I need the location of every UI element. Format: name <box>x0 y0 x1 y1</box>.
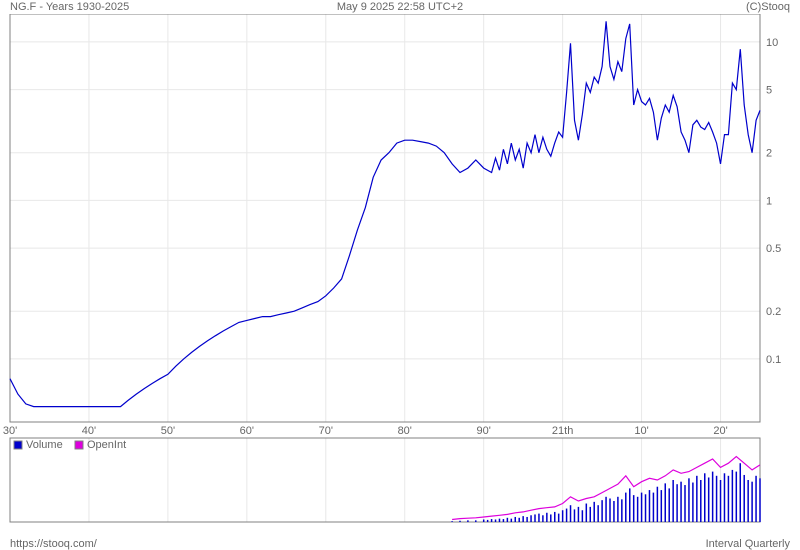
legend-swatch <box>14 441 22 449</box>
y-tick-label: 2 <box>766 148 772 160</box>
x-tick-label: 40' <box>82 425 96 437</box>
x-tick-label: 60' <box>240 425 254 437</box>
x-tick-label: 30' <box>3 425 17 437</box>
footer-left: https://stooq.com/ <box>10 538 97 550</box>
x-tick-label: 70' <box>319 425 333 437</box>
x-tick-label: 10' <box>634 425 648 437</box>
x-tick-label: 50' <box>161 425 175 437</box>
x-tick-label: 80' <box>398 425 412 437</box>
y-tick-label: 0.2 <box>766 306 781 318</box>
legend-label: OpenInt <box>87 439 126 451</box>
header-right: (C)Stooq <box>746 1 790 13</box>
y-tick-label: 1 <box>766 195 772 207</box>
x-tick-label: 20' <box>713 425 727 437</box>
y-tick-label: 0.5 <box>766 243 781 255</box>
x-tick-label: 21th <box>552 425 573 437</box>
footer-right: Interval Quarterly <box>706 538 790 550</box>
header-center: May 9 2025 22:58 UTC+2 <box>0 1 800 13</box>
y-tick-label: 10 <box>766 37 778 49</box>
price-line <box>10 21 760 406</box>
x-tick-label: 90' <box>477 425 491 437</box>
y-tick-label: 0.1 <box>766 354 781 366</box>
y-tick-label: 5 <box>766 85 772 97</box>
stock-chart: NG.F - Years 1930-2025 May 9 2025 22:58 … <box>0 0 800 550</box>
legend-label: Volume <box>26 439 63 451</box>
chart-svg: 0.1 0.2 0.5 1 2 5 10 30' 40' 50' 60' 70' 80' 90' 21th 1… <box>0 14 800 536</box>
legend-swatch <box>75 441 83 449</box>
